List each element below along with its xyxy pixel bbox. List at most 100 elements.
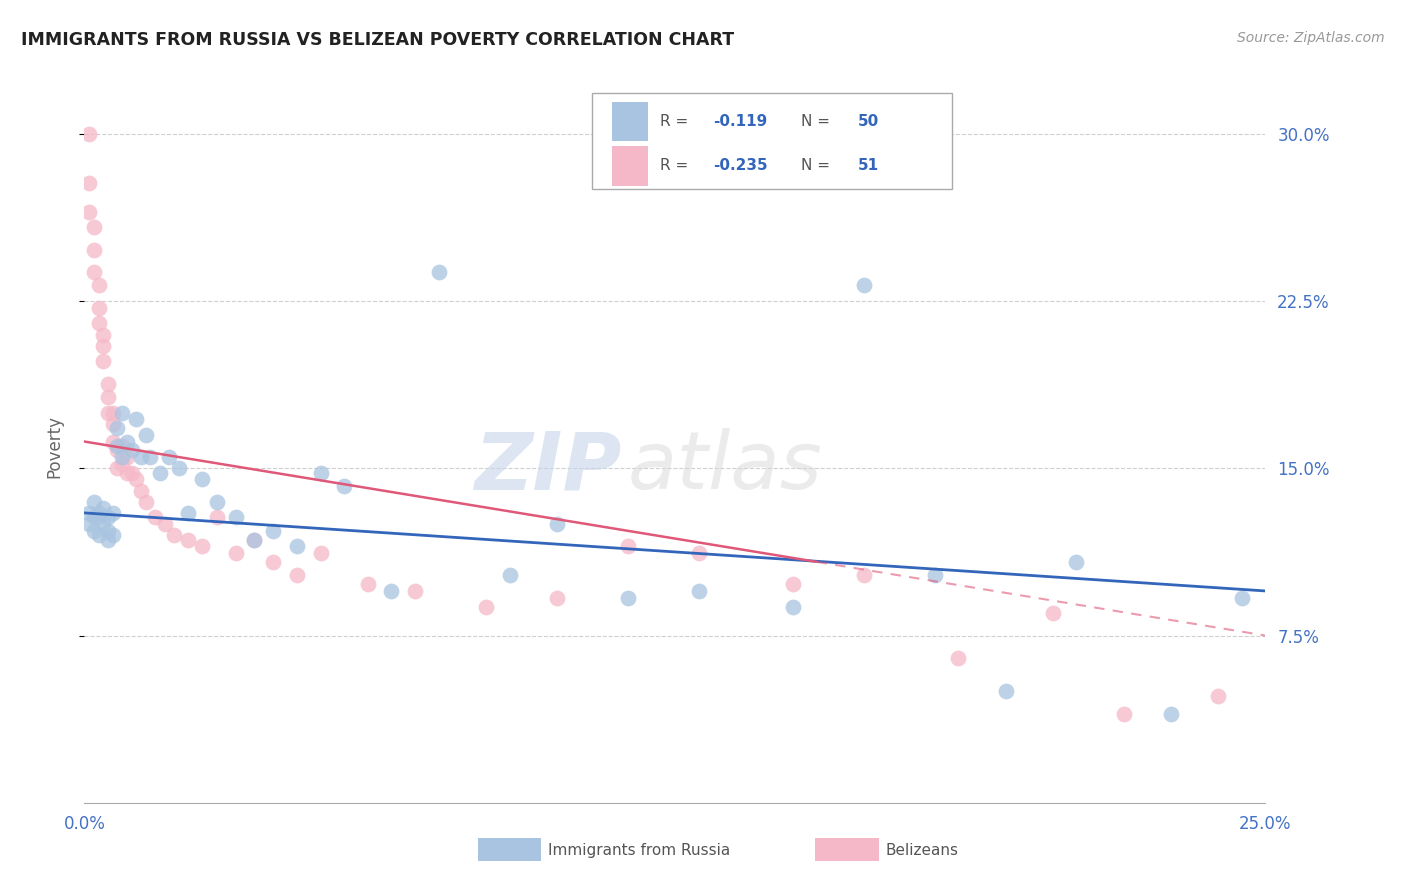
Point (87, 510, 110, 524)
Point (91, 354, 114, 368)
Point (177, 533, 200, 547)
Point (243, 533, 266, 547)
Point (852, 568, 875, 582)
Y-axis label: Poverty: Poverty (45, 415, 63, 477)
Point (191, 473, 214, 487)
Point (157, 450, 180, 465)
FancyBboxPatch shape (592, 93, 952, 189)
Bar (815, 838, 879, 861)
Point (153, 517, 176, 532)
Point (688, 546, 710, 560)
Point (205, 494, 228, 508)
Point (129, 450, 152, 465)
Point (135, 494, 157, 508)
Point (1042, 607, 1064, 621)
Point (115, 466, 138, 480)
Point (143, 510, 166, 524)
Point (91, 501, 114, 516)
Point (948, 651, 970, 665)
Point (1206, 689, 1229, 703)
Bar (612, 146, 648, 186)
Point (107, 421, 129, 435)
Point (83, 494, 105, 508)
Point (225, 546, 247, 560)
Point (1066, 555, 1088, 569)
Text: N =: N = (801, 159, 835, 173)
Point (688, 583, 710, 598)
Point (91, 338, 114, 352)
Text: ZIP: ZIP (474, 428, 621, 507)
Point (97, 390, 120, 404)
Point (309, 546, 332, 560)
Point (924, 568, 946, 582)
Point (404, 583, 426, 598)
Point (1160, 706, 1182, 721)
Point (111, 450, 134, 465)
Point (91, 327, 114, 342)
Bar (612, 102, 648, 141)
Point (427, 265, 450, 279)
Point (87, 528, 110, 542)
Point (1112, 706, 1135, 721)
Point (115, 450, 138, 465)
Point (994, 684, 1017, 698)
Text: atlas: atlas (627, 428, 823, 507)
Point (135, 427, 157, 442)
Point (83, 510, 105, 524)
Point (309, 466, 332, 480)
Point (191, 539, 214, 553)
Point (101, 506, 124, 520)
Text: N =: N = (801, 114, 835, 128)
Point (107, 461, 129, 475)
Point (546, 517, 568, 532)
Point (107, 443, 129, 458)
Bar (478, 838, 541, 861)
Point (101, 434, 124, 449)
Text: 50: 50 (858, 114, 879, 128)
Point (167, 461, 190, 475)
Point (97, 510, 120, 524)
Point (111, 405, 134, 420)
Point (262, 524, 284, 538)
Text: R =: R = (659, 114, 693, 128)
Text: Immigrants from Russia: Immigrants from Russia (548, 843, 731, 857)
Point (380, 583, 402, 598)
Point (77, 127, 100, 141)
Point (782, 599, 804, 614)
Point (97, 376, 120, 391)
Point (616, 539, 638, 553)
Point (121, 443, 143, 458)
Point (125, 473, 148, 487)
Point (77, 176, 100, 190)
Point (101, 405, 124, 420)
Point (475, 599, 498, 614)
Point (77, 517, 100, 532)
Point (83, 243, 105, 257)
Point (111, 457, 134, 471)
Text: R =: R = (659, 159, 688, 173)
Point (782, 577, 804, 591)
Point (115, 434, 138, 449)
Point (139, 450, 162, 465)
Point (177, 506, 200, 520)
Point (87, 506, 110, 520)
Point (262, 555, 284, 569)
Text: 51: 51 (858, 159, 879, 173)
Point (243, 533, 266, 547)
Point (129, 483, 152, 498)
Text: IMMIGRANTS FROM RUSSIA VS BELIZEAN POVERTY CORRELATION CHART: IMMIGRANTS FROM RUSSIA VS BELIZEAN POVER… (21, 31, 734, 49)
Point (149, 466, 172, 480)
Point (285, 539, 308, 553)
Point (83, 524, 105, 538)
Point (121, 466, 143, 480)
Point (97, 533, 120, 547)
Point (498, 568, 520, 582)
Point (285, 568, 308, 582)
Point (333, 479, 356, 493)
Point (83, 220, 105, 235)
Point (616, 591, 638, 605)
Point (87, 278, 110, 293)
Point (97, 524, 120, 538)
Point (125, 412, 148, 426)
Point (225, 510, 247, 524)
